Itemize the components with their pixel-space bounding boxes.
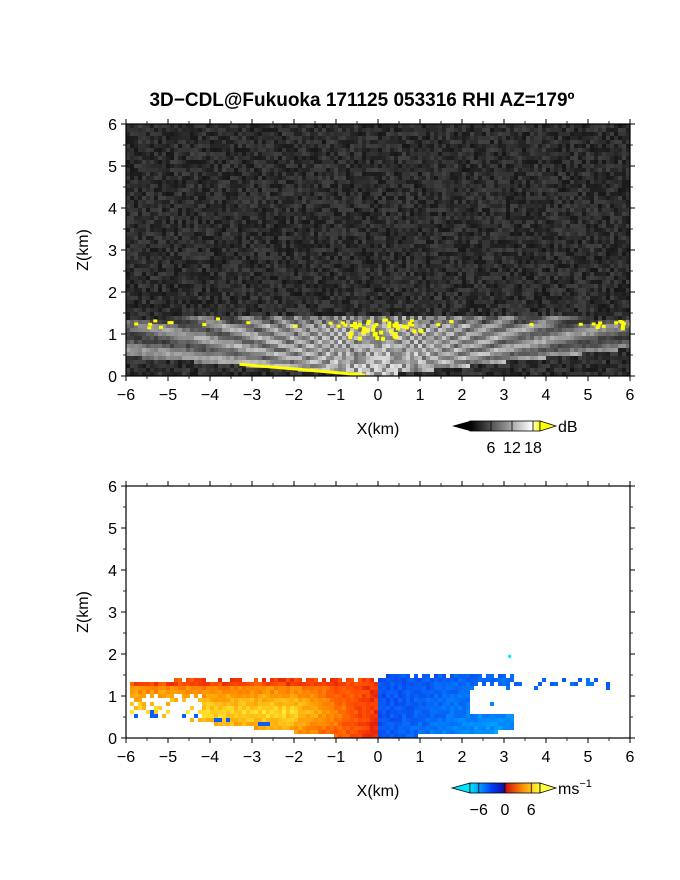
y-tick-label: 2 bbox=[108, 285, 117, 302]
snr-y-ticks: 0 1 2 3 4 5 6 bbox=[108, 117, 635, 386]
velocity-colorbar-high-arrow bbox=[539, 782, 558, 794]
y-tick-label: 5 bbox=[108, 159, 117, 176]
snr-colorbar-unit: dB bbox=[558, 419, 578, 436]
colorbar-tick-label: 12 bbox=[503, 440, 521, 457]
colorbar-tick-label: 6 bbox=[487, 440, 496, 457]
colorbar-tick-label: 0 bbox=[501, 802, 510, 819]
x-tick-label: −2 bbox=[285, 387, 303, 404]
x-tick-label: 4 bbox=[542, 387, 551, 404]
snr-colorbar-ticks: 6 12 18 bbox=[487, 421, 542, 457]
snr-y-axis-label: Z(km) bbox=[75, 229, 92, 271]
velocity-x-axis-label: X(km) bbox=[357, 783, 400, 800]
snr-colorbar-low-arrow bbox=[452, 421, 470, 431]
x-tick-label: 2 bbox=[458, 387, 467, 404]
snr-ground-clutter-edge bbox=[239, 362, 366, 376]
y-tick-label: 5 bbox=[108, 521, 117, 538]
x-tick-label: 0 bbox=[374, 749, 383, 766]
y-tick-label: 1 bbox=[108, 327, 117, 344]
x-tick-label: −1 bbox=[327, 749, 345, 766]
velocity-x-ticks: −6 −5 −4 −3 −2 −1 0 1 2 3 4 5 6 bbox=[117, 481, 635, 766]
x-tick-label: 1 bbox=[416, 387, 425, 404]
x-tick-label: 3 bbox=[500, 387, 509, 404]
x-tick-label: −5 bbox=[159, 749, 177, 766]
x-tick-label: −6 bbox=[117, 749, 135, 766]
x-tick-label: −2 bbox=[285, 749, 303, 766]
y-tick-label: 3 bbox=[108, 605, 117, 622]
snr-colorbar: 6 12 18 dB bbox=[452, 419, 578, 457]
y-tick-label: 4 bbox=[108, 201, 117, 218]
x-tick-label: −4 bbox=[201, 387, 219, 404]
x-tick-label: −1 bbox=[327, 387, 345, 404]
x-tick-label: −6 bbox=[117, 387, 135, 404]
velocity-y-ticks: 0 1 2 3 4 5 6 bbox=[108, 479, 635, 748]
y-tick-label: 0 bbox=[108, 369, 117, 386]
snr-colorbar-high-arrow bbox=[539, 420, 558, 432]
velocity-field bbox=[130, 654, 610, 738]
x-tick-label: 1 bbox=[416, 749, 425, 766]
x-tick-label: 2 bbox=[458, 749, 467, 766]
snr-x-ticks: −6 −5 −4 −3 −2 −1 0 1 2 3 4 5 6 bbox=[117, 119, 635, 404]
y-tick-label: 0 bbox=[108, 731, 117, 748]
x-tick-label: 6 bbox=[626, 749, 635, 766]
velocity-colorbar-low-arrow bbox=[450, 782, 471, 794]
velocity-colorbar-ticks: −6 0 6 bbox=[470, 783, 536, 819]
y-tick-label: 6 bbox=[108, 117, 117, 134]
colorbar-tick-label: −6 bbox=[470, 802, 488, 819]
y-tick-label: 1 bbox=[108, 689, 117, 706]
snr-x-axis-label: X(km) bbox=[357, 421, 400, 438]
colorbar-tick-label: 6 bbox=[527, 802, 536, 819]
x-tick-label: 3 bbox=[500, 749, 509, 766]
velocity-y-axis-label: Z(km) bbox=[75, 591, 92, 633]
figure-title: 3D−CDL@Fukuoka 171125 053316 RHI AZ=179º bbox=[149, 90, 574, 111]
colorbar-tick-label: 18 bbox=[524, 440, 542, 457]
x-tick-label: −3 bbox=[243, 387, 261, 404]
x-tick-label: −4 bbox=[201, 749, 219, 766]
x-tick-label: 5 bbox=[584, 387, 593, 404]
y-tick-label: 4 bbox=[108, 563, 117, 580]
velocity-outlier-pixel bbox=[508, 654, 512, 658]
x-tick-label: 6 bbox=[626, 387, 635, 404]
y-tick-label: 2 bbox=[108, 647, 117, 664]
snr-colorbar-scale bbox=[469, 420, 541, 432]
x-tick-label: −3 bbox=[243, 749, 261, 766]
y-tick-label: 3 bbox=[108, 243, 117, 260]
y-tick-label: 6 bbox=[108, 479, 117, 496]
velocity-colorbar: −6 0 6 ms−1 bbox=[450, 778, 592, 819]
snr-field bbox=[126, 124, 630, 376]
x-tick-label: 4 bbox=[542, 749, 551, 766]
x-tick-label: 5 bbox=[584, 749, 593, 766]
velocity-colorbar-unit: ms−1 bbox=[558, 778, 592, 798]
snr-saturated-pixels bbox=[134, 317, 630, 376]
x-tick-label: −5 bbox=[159, 387, 177, 404]
x-tick-label: 0 bbox=[374, 387, 383, 404]
